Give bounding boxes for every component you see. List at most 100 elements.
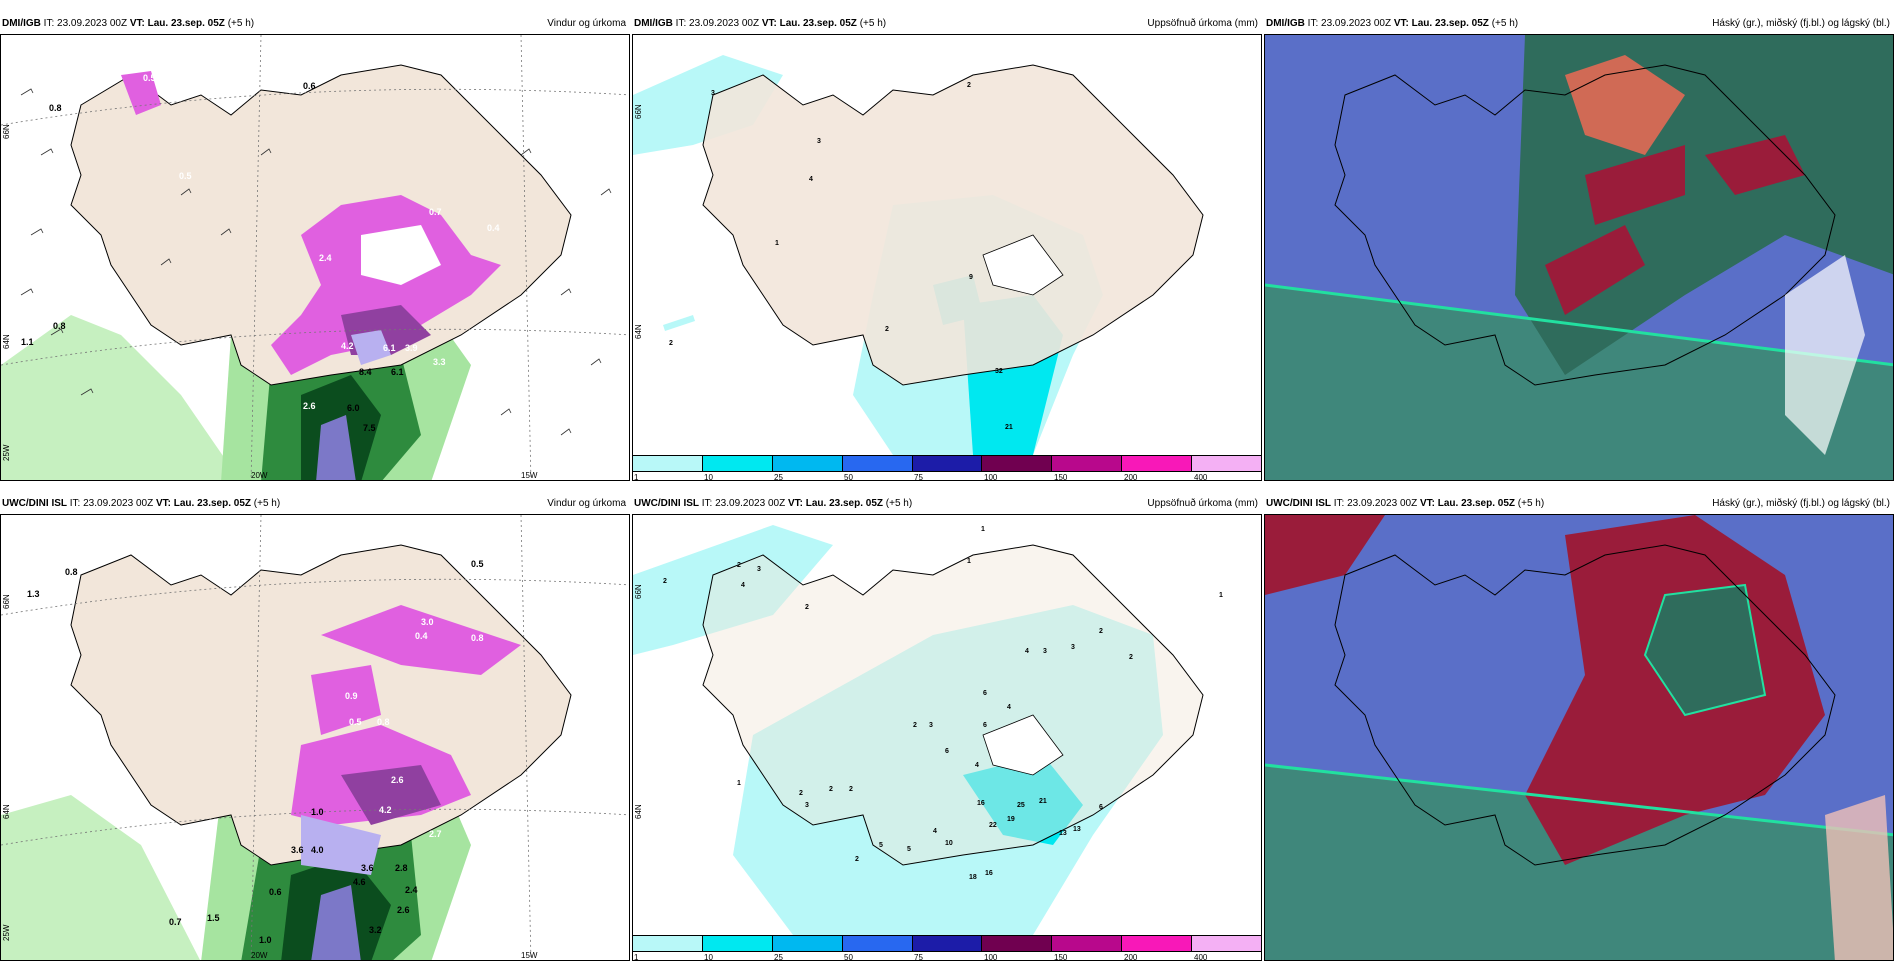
precip-value: 0.8 <box>65 567 78 577</box>
precip-value: 0.6 <box>303 81 316 91</box>
colorbar-tick-label: 100 <box>984 473 998 482</box>
colorbar-swatch <box>1122 456 1193 471</box>
panel-dmi-accum-precip: DMI/IGB IT: 23.09.2023 00Z VT: Lau. 23.s… <box>632 14 1262 482</box>
colorbar-swatch <box>842 936 913 951</box>
precip-value: 0.5 <box>471 559 484 569</box>
precip-value: 2.7 <box>429 829 442 839</box>
lon-label-20w: 20W <box>251 951 268 960</box>
lat-label-64n: 64N <box>2 334 11 349</box>
precip-value: 0.8 <box>53 321 66 331</box>
colorbar-swatch <box>982 936 1053 951</box>
map-accum-precip[interactable]: 3 2 3 4 1 2 9 2 32 21 66N 64N <box>632 34 1262 481</box>
colorbar-tick-label: 10 <box>704 473 713 482</box>
lead-time: (+5 h) <box>885 498 913 509</box>
precip-value: 6 <box>983 690 987 697</box>
map-wind-precip[interactable]: 0.8 0.6 0.8 1.1 2.4 0.7 0.4 4.2 6.1 3.9 … <box>0 34 630 481</box>
precip-value: 6 <box>983 722 987 729</box>
precip-value: 4.6 <box>353 877 366 887</box>
colorbar-tick-label: 25 <box>774 953 783 962</box>
precip-value: 0.5 <box>349 717 362 727</box>
lon-label-20w: 20W <box>251 471 268 480</box>
product-title: Uppsöfnuð úrkoma (mm) <box>1147 498 1258 509</box>
lat-label-66n: 66N <box>2 594 11 609</box>
lead-time: (+5 h) <box>1517 498 1545 509</box>
map-accum-precip[interactable]: 2 2 3 4 2 1 1 2 4 3 3 2 6 4 2 3 6 6 4 5 … <box>632 514 1262 961</box>
product-title: Uppsöfnuð úrkoma (mm) <box>1147 18 1258 29</box>
colorbar-tick-label: 200 <box>1124 473 1138 482</box>
colorbar-swatch <box>702 456 773 471</box>
precip-value: 2 <box>799 790 803 797</box>
precip-value: 1.3 <box>27 589 40 599</box>
lat-label-64n: 64N <box>634 804 643 819</box>
panel-dmi-clouds: DMI/IGB IT: 23.09.2023 00Z VT: Lau. 23.s… <box>1264 14 1894 481</box>
precip-value: 22 <box>989 822 997 829</box>
panel-header: UWC/DINI ISL IT: 23.09.2023 00Z VT: Lau.… <box>0 494 630 514</box>
model-name: DMI/IGB <box>634 18 673 29</box>
colorbar-swatch <box>842 456 913 471</box>
precip-value: 4 <box>933 828 937 835</box>
precip-value: 2 <box>829 786 833 793</box>
precip-value: 1 <box>775 240 779 247</box>
init-time: IT: 23.09.2023 00Z <box>675 18 760 29</box>
map-wind-precip[interactable]: 0.8 1.3 0.5 3.0 0.4 0.8 0.9 0.5 0.8 2.6 … <box>0 514 630 961</box>
precip-value: 4 <box>741 582 745 589</box>
colorbar-tick-label: 25 <box>774 473 783 482</box>
precip-value: 1 <box>981 526 985 533</box>
precip-value: 0.9 <box>345 691 358 701</box>
precip-value: 18 <box>969 874 977 881</box>
colorbar-swatch <box>772 936 843 951</box>
colorbar-swatch <box>1052 936 1123 951</box>
precip-value: 2 <box>913 722 917 729</box>
precip-value: 3.2 <box>369 925 382 935</box>
precip-value: 0.8 <box>377 717 390 727</box>
lon-label-15w: 15W <box>521 951 538 960</box>
lead-time: (+5 h) <box>859 18 887 29</box>
lead-time: (+5 h) <box>253 498 281 509</box>
map-clouds[interactable] <box>1264 514 1894 961</box>
model-name: DMI/IGB <box>1266 18 1305 29</box>
precip-value: 2 <box>737 562 741 569</box>
product-title: Háský (gr.), miðský (fj.bl.) og lágský (… <box>1712 498 1890 509</box>
colorbar-tick-label: 10 <box>704 953 713 962</box>
lat-label-64n: 64N <box>2 804 11 819</box>
valid-time: VT: Lau. 23.sep. 05Z <box>1419 498 1516 509</box>
precip-value: 2.6 <box>397 905 410 915</box>
colorbar-tick-label: 1 <box>634 473 639 482</box>
colorbar-tick-label: 50 <box>844 953 853 962</box>
lat-label-66n: 66N <box>2 124 11 139</box>
product-title: Háský (gr.), miðský (fj.bl.) og lágský (… <box>1712 18 1890 29</box>
map-clouds[interactable] <box>1264 34 1894 481</box>
precip-value: 2 <box>1129 654 1133 661</box>
precip-value: 4.2 <box>341 341 354 351</box>
precip-value: 16 <box>977 800 985 807</box>
precip-value: 2 <box>805 604 809 611</box>
panel-header: UWC/DINI ISL IT: 23.09.2023 00Z VT: Lau.… <box>1264 494 1894 514</box>
precip-colorbar: 1 10 25 50 75 100 150 200 400 <box>632 935 1262 962</box>
precip-value: 1 <box>737 780 741 787</box>
precip-value: 5 <box>907 846 911 853</box>
precip-value: 21 <box>1039 798 1047 805</box>
init-time: IT: 23.09.2023 00Z <box>69 498 154 509</box>
precip-value: 13 <box>1059 830 1067 837</box>
colorbar-swatch <box>772 456 843 471</box>
precip-value: 6.0 <box>347 403 360 413</box>
colorbar-tick-label: 200 <box>1124 953 1138 962</box>
precip-value: 7.5 <box>363 423 376 433</box>
precip-value: 5 <box>879 842 883 849</box>
precip-value: 1.0 <box>259 935 272 945</box>
precip-value: 4.0 <box>311 845 324 855</box>
precip-value: 3 <box>757 566 761 573</box>
precip-value: 13 <box>1073 826 1081 833</box>
model-name: UWC/DINI ISL <box>2 498 67 509</box>
init-time: IT: 23.09.2023 00Z <box>1307 18 1392 29</box>
precip-value: 16 <box>985 870 993 877</box>
colorbar-tick-label: 100 <box>984 953 998 962</box>
precip-value: 3.6 <box>361 863 374 873</box>
panel-header: DMI/IGB IT: 23.09.2023 00Z VT: Lau. 23.s… <box>0 14 630 34</box>
colorbar-tick-label: 400 <box>1194 473 1208 482</box>
lat-label-64n: 64N <box>634 324 643 339</box>
panel-uwc-clouds: UWC/DINI ISL IT: 23.09.2023 00Z VT: Lau.… <box>1264 494 1894 961</box>
precip-value: 0.6 <box>269 887 282 897</box>
precip-value: 3 <box>1043 648 1047 655</box>
colorbar-swatch <box>1192 936 1262 951</box>
